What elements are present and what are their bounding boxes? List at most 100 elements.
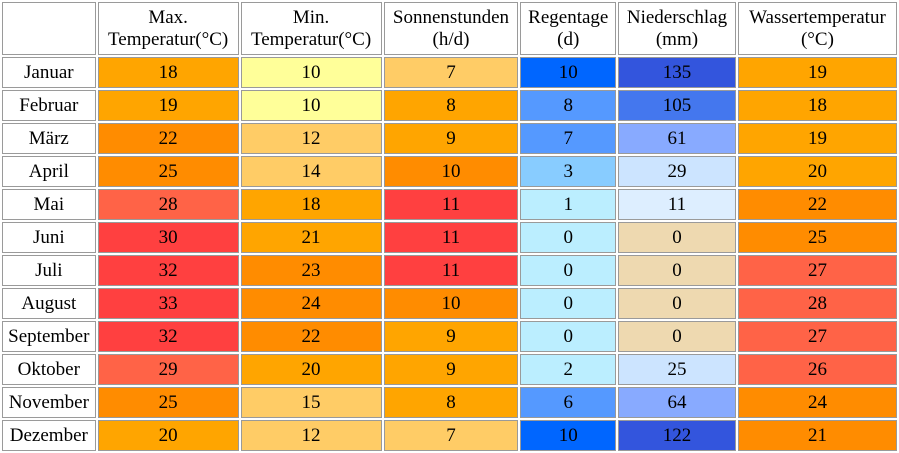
precipitation-cell: 0 — [618, 321, 736, 352]
rain-days-cell: 10 — [520, 420, 617, 451]
table-row: September 32 22 9 0 0 27 — [2, 321, 897, 352]
max-temp-cell: 25 — [97, 387, 239, 418]
sunshine-cell: 9 — [383, 123, 519, 154]
precipitation-cell: 29 — [618, 156, 736, 187]
max-temp-cell: 29 — [97, 354, 239, 385]
month-label: Januar — [2, 57, 96, 88]
precipitation-cell: 64 — [618, 387, 736, 418]
header-min-temp-line1: Min. — [292, 6, 330, 28]
sunshine-cell: 9 — [383, 354, 519, 385]
max-temp-cell: 19 — [97, 90, 239, 121]
min-temp-cell: 10 — [240, 57, 382, 88]
max-temp-cell: 32 — [97, 321, 239, 352]
water-temp-cell: 22 — [737, 189, 897, 220]
min-temp-cell: 21 — [240, 222, 382, 253]
water-temp-cell: 24 — [737, 387, 897, 418]
header-row: Max. Temperatur(°C) Min. Temperatur(°C) … — [2, 2, 897, 55]
sunshine-cell: 7 — [383, 420, 519, 451]
min-temp-cell: 20 — [240, 354, 382, 385]
header-sunshine-line2: (h/d) — [432, 28, 470, 50]
month-label: Dezember — [2, 420, 96, 451]
sunshine-cell: 8 — [383, 387, 519, 418]
month-label: August — [2, 288, 96, 319]
header-water-temp-line1: Wassertemperatur — [749, 6, 886, 28]
sunshine-cell: 10 — [383, 156, 519, 187]
water-temp-cell: 25 — [737, 222, 897, 253]
sunshine-cell: 7 — [383, 57, 519, 88]
month-label: Oktober — [2, 354, 96, 385]
min-temp-cell: 12 — [240, 123, 382, 154]
header-max-temp: Max. Temperatur(°C) — [97, 2, 239, 55]
header-sunshine: Sonnenstunden (h/d) — [383, 2, 519, 55]
max-temp-cell: 25 — [97, 156, 239, 187]
min-temp-cell: 24 — [240, 288, 382, 319]
corner-cell — [2, 2, 96, 55]
precipitation-cell: 61 — [618, 123, 736, 154]
month-label: Juni — [2, 222, 96, 253]
rain-days-cell: 0 — [520, 255, 617, 286]
header-min-temp-line2: Temperatur(°C) — [250, 28, 372, 50]
header-max-temp-line1: Max. — [148, 6, 188, 28]
min-temp-cell: 15 — [240, 387, 382, 418]
min-temp-cell: 18 — [240, 189, 382, 220]
max-temp-cell: 28 — [97, 189, 239, 220]
sunshine-cell: 11 — [383, 189, 519, 220]
precipitation-cell: 0 — [618, 255, 736, 286]
precipitation-cell: 11 — [618, 189, 736, 220]
rain-days-cell: 2 — [520, 354, 617, 385]
header-precipitation-line1: Niederschlag — [626, 6, 728, 28]
max-temp-cell: 30 — [97, 222, 239, 253]
header-sunshine-line1: Sonnenstunden — [392, 6, 510, 28]
header-water-temp-line2: (°C) — [800, 28, 834, 50]
water-temp-cell: 18 — [737, 90, 897, 121]
sunshine-cell: 11 — [383, 222, 519, 253]
min-temp-cell: 14 — [240, 156, 382, 187]
table-row: Dezember 20 12 7 10 122 21 — [2, 420, 897, 451]
precipitation-cell: 105 — [618, 90, 736, 121]
water-temp-cell: 21 — [737, 420, 897, 451]
water-temp-cell: 19 — [737, 123, 897, 154]
month-label: Februar — [2, 90, 96, 121]
rain-days-cell: 8 — [520, 90, 617, 121]
precipitation-cell: 135 — [618, 57, 736, 88]
rain-days-cell: 0 — [520, 288, 617, 319]
water-temp-cell: 27 — [737, 255, 897, 286]
sunshine-cell: 8 — [383, 90, 519, 121]
max-temp-cell: 20 — [97, 420, 239, 451]
sunshine-cell: 10 — [383, 288, 519, 319]
sunshine-cell: 9 — [383, 321, 519, 352]
table-row: Februar 19 10 8 8 105 18 — [2, 90, 897, 121]
table-row: Oktober 29 20 9 2 25 26 — [2, 354, 897, 385]
table-row: März 22 12 9 7 61 19 — [2, 123, 897, 154]
min-temp-cell: 23 — [240, 255, 382, 286]
precipitation-cell: 25 — [618, 354, 736, 385]
climate-table-body: Januar 18 10 7 10 135 19 Februar 19 10 8 8 105 18 März… — [2, 57, 897, 451]
rain-days-cell: 7 — [520, 123, 617, 154]
header-rain-days: Regentage (d) — [520, 2, 617, 55]
month-label: März — [2, 123, 96, 154]
water-temp-cell: 19 — [737, 57, 897, 88]
month-label: September — [2, 321, 96, 352]
rain-days-cell: 0 — [520, 222, 617, 253]
min-temp-cell: 22 — [240, 321, 382, 352]
water-temp-cell: 20 — [737, 156, 897, 187]
header-rain-days-line2: (d) — [557, 28, 580, 50]
sunshine-cell: 11 — [383, 255, 519, 286]
month-label: April — [2, 156, 96, 187]
month-label: Mai — [2, 189, 96, 220]
max-temp-cell: 32 — [97, 255, 239, 286]
header-min-temp: Min. Temperatur(°C) — [240, 2, 382, 55]
table-row: November 25 15 8 6 64 24 — [2, 387, 897, 418]
rain-days-cell: 0 — [520, 321, 617, 352]
precipitation-cell: 0 — [618, 222, 736, 253]
max-temp-cell: 33 — [97, 288, 239, 319]
header-water-temp: Wassertemperatur (°C) — [737, 2, 897, 55]
max-temp-cell: 18 — [97, 57, 239, 88]
precipitation-cell: 122 — [618, 420, 736, 451]
header-precipitation-line2: (mm) — [655, 28, 699, 50]
water-temp-cell: 28 — [737, 288, 897, 319]
table-row: Mai 28 18 11 1 11 22 — [2, 189, 897, 220]
max-temp-cell: 22 — [97, 123, 239, 154]
table-row: Juli 32 23 11 0 0 27 — [2, 255, 897, 286]
month-label: Juli — [2, 255, 96, 286]
